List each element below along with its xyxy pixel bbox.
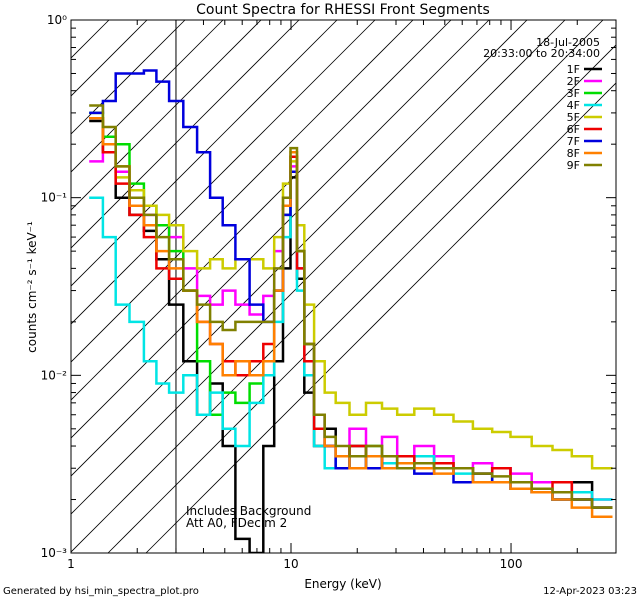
x-tick-label: 1 — [67, 557, 75, 571]
y-tick-label: 10⁻³ — [41, 546, 68, 560]
series-5F — [89, 116, 613, 470]
legend-label-1F: 1F — [567, 63, 580, 76]
hatch-line — [71, 20, 300, 249]
legend-label-3F: 3F — [567, 87, 580, 100]
series-6F — [89, 116, 613, 509]
y-tick-label: 10⁰ — [47, 13, 67, 27]
y-tick-label: 10⁻² — [41, 368, 68, 382]
series-2F — [89, 151, 613, 501]
hatch-line — [71, 20, 490, 439]
legend-label-9F: 9F — [567, 159, 580, 172]
x-tick-label: 100 — [500, 557, 523, 571]
x-tick-label: 10 — [283, 557, 298, 571]
series-9F — [89, 104, 613, 509]
annotation-background: Includes Background — [186, 504, 311, 518]
hatch-line — [71, 20, 224, 173]
legend-label-4F: 4F — [567, 99, 580, 112]
chart-title: Count Spectra for RHESSI Front Segments — [196, 2, 490, 18]
date-label: 18-Jul-2005 — [536, 36, 600, 49]
series-7F — [89, 69, 613, 509]
series-4F — [89, 170, 613, 501]
time-range-label: 20:33:00 to 20:34:00 — [483, 47, 600, 60]
legend-label-8F: 8F — [567, 147, 580, 160]
x-axis-label: Energy (keV) — [304, 577, 381, 591]
legend-label-2F: 2F — [567, 75, 580, 88]
plot-frame — [70, 19, 617, 554]
hatch-line — [107, 44, 616, 553]
hatch-line — [71, 20, 604, 553]
y-tick-label: 10⁻¹ — [41, 191, 68, 205]
annotation-attenuator: Att A0, FDecim 2 — [186, 516, 287, 530]
legend-label-7F: 7F — [567, 135, 580, 148]
hatch-line — [71, 20, 528, 477]
hatch-line — [71, 20, 376, 325]
footer-generator: Generated by hsi_min_spectra_plot.pro — [3, 586, 199, 597]
hatch-line — [71, 20, 338, 287]
hatch-line — [71, 20, 414, 363]
footer-timestamp: 12-Apr-2023 03:23 — [543, 586, 637, 597]
hatch-line — [71, 20, 262, 211]
excluded-region — [71, 20, 616, 553]
y-axis-label: counts cm⁻² s⁻¹ keV⁻¹ — [25, 221, 39, 353]
legend-label-5F: 5F — [567, 111, 580, 124]
hatch-line — [71, 20, 186, 135]
hatch-line — [71, 20, 110, 59]
legend-label-6F: 6F — [567, 123, 580, 136]
hatch-line — [71, 20, 566, 515]
